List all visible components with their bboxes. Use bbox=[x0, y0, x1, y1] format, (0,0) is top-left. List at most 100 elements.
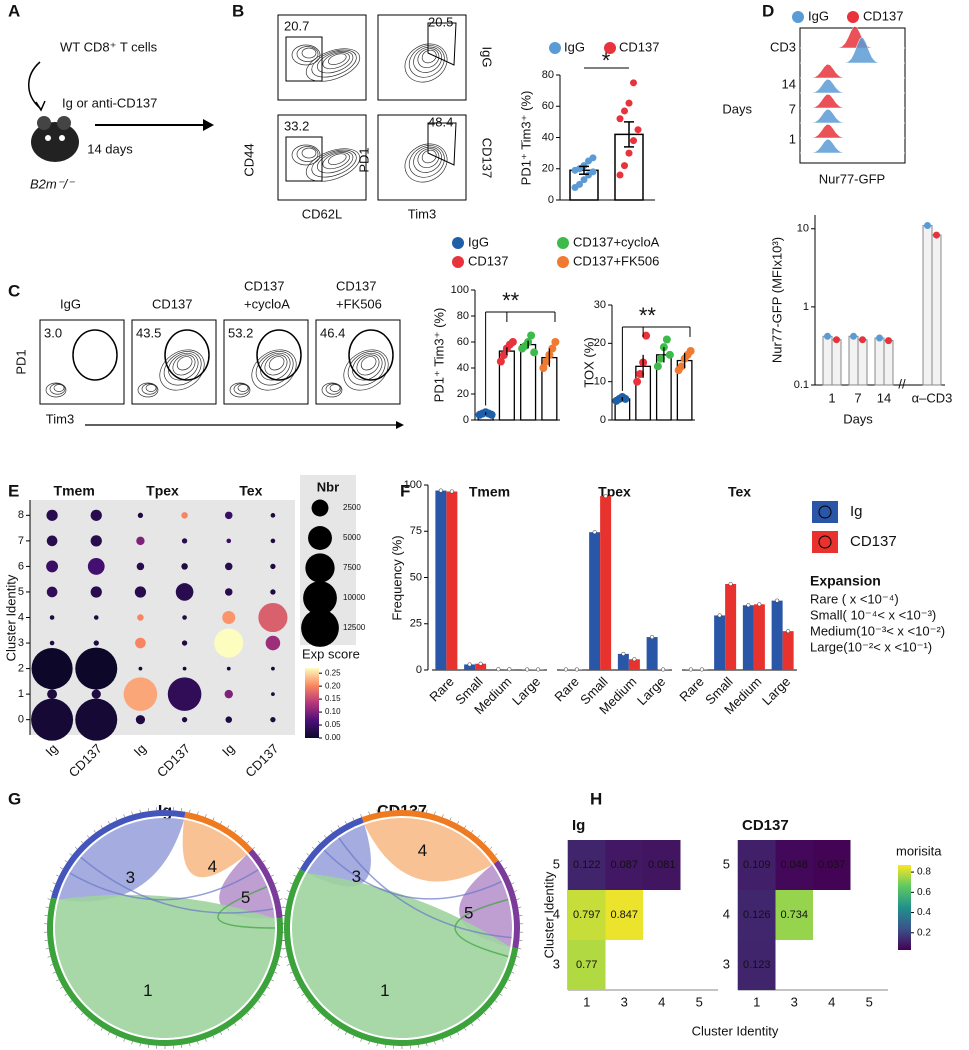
contour bbox=[311, 149, 357, 178]
gate-value: 33.2 bbox=[284, 118, 309, 133]
ring-tick bbox=[434, 811, 436, 815]
contour bbox=[255, 351, 294, 386]
row-label: 7 bbox=[789, 101, 796, 116]
heatmap-cell bbox=[738, 890, 776, 940]
bar bbox=[883, 340, 894, 386]
point bbox=[650, 635, 655, 640]
point bbox=[688, 667, 693, 672]
legend-label: IgG bbox=[808, 8, 829, 23]
dot bbox=[123, 677, 158, 711]
size-key-label: 5000 bbox=[343, 533, 361, 542]
point bbox=[757, 602, 762, 607]
y-tick-label: 100 bbox=[404, 479, 422, 491]
histogram-ridge bbox=[799, 138, 905, 154]
gate-value: 20.5 bbox=[428, 14, 453, 29]
chord-ribbon bbox=[182, 819, 247, 878]
x-tick-label: Rare bbox=[426, 674, 457, 705]
chord-link bbox=[323, 849, 503, 900]
point bbox=[548, 344, 557, 353]
dot bbox=[181, 717, 188, 723]
ring-tick bbox=[107, 1032, 110, 1035]
legend-marker bbox=[557, 237, 569, 249]
ring-tick bbox=[352, 1035, 355, 1039]
contour bbox=[237, 384, 249, 392]
dot bbox=[135, 715, 146, 725]
point bbox=[539, 364, 548, 372]
ring-tick bbox=[49, 964, 53, 966]
point bbox=[449, 489, 454, 494]
sector-label: 1 bbox=[143, 981, 152, 1000]
axis-label: PD1 bbox=[356, 147, 371, 172]
ring-tick bbox=[93, 1023, 96, 1027]
ring-tick bbox=[49, 890, 53, 892]
ring-tick bbox=[306, 1000, 310, 1003]
colorbar-tick-label: 0.20 bbox=[325, 681, 341, 690]
point bbox=[686, 347, 695, 355]
ring-tick bbox=[330, 1023, 333, 1027]
bar bbox=[435, 490, 447, 670]
ring-tick bbox=[52, 882, 56, 885]
ring-tick bbox=[60, 867, 63, 870]
x-tick-label: Ig bbox=[219, 741, 237, 759]
ring-tick bbox=[289, 882, 293, 885]
arrowhead bbox=[203, 119, 214, 131]
gate bbox=[72, 329, 118, 381]
ring-tick bbox=[56, 979, 60, 982]
contour bbox=[421, 149, 437, 164]
dot bbox=[134, 586, 147, 598]
point bbox=[642, 331, 651, 340]
ring-tick bbox=[483, 840, 487, 844]
heatmap-cell bbox=[605, 890, 643, 940]
chord-ribbon bbox=[58, 818, 185, 902]
chord-link bbox=[80, 856, 274, 914]
dot bbox=[31, 698, 74, 741]
ring-tick bbox=[45, 906, 49, 908]
colorbar-tick-label: 0.8 bbox=[917, 867, 931, 878]
dot bbox=[270, 717, 276, 723]
axis-label: PD1 bbox=[13, 349, 28, 374]
point bbox=[699, 667, 704, 672]
size-key-label: 12500 bbox=[343, 623, 366, 632]
dot bbox=[167, 677, 202, 711]
point bbox=[933, 231, 940, 239]
bar bbox=[771, 600, 783, 670]
legend-label: CD137 bbox=[619, 39, 659, 54]
point bbox=[833, 336, 840, 344]
ring-tick bbox=[257, 1000, 261, 1003]
chord-sector bbox=[299, 817, 364, 872]
contour bbox=[356, 354, 380, 376]
histogram-ridge bbox=[799, 123, 905, 139]
ring-tick bbox=[282, 948, 286, 950]
chord-ribbon bbox=[55, 894, 275, 1038]
cell-value: 0.126 bbox=[743, 909, 771, 921]
ring-tick bbox=[317, 1012, 321, 1016]
contour bbox=[301, 47, 317, 59]
chord-ribbon bbox=[306, 824, 371, 887]
size-key-label: 10000 bbox=[343, 593, 366, 602]
y-tick-label: 3 bbox=[723, 956, 730, 971]
y-tick-label: 5 bbox=[18, 586, 24, 598]
contour bbox=[321, 382, 343, 398]
significance: ** bbox=[639, 303, 657, 328]
ring-tick bbox=[270, 979, 274, 982]
ring-tick bbox=[100, 825, 103, 829]
ring-tick bbox=[511, 882, 515, 885]
point bbox=[630, 79, 637, 87]
point bbox=[592, 530, 597, 535]
y-tick-label: 80 bbox=[457, 310, 469, 322]
histogram-ridge bbox=[800, 26, 905, 49]
point bbox=[876, 334, 883, 342]
chord-link bbox=[217, 886, 276, 929]
x-tick-label: 5 bbox=[866, 994, 873, 1009]
y-tick-label: 4 bbox=[18, 611, 24, 623]
legend-label: CD137 bbox=[863, 8, 903, 23]
cell-value: 0.123 bbox=[743, 959, 771, 971]
significance: ** bbox=[502, 288, 520, 313]
ring-tick bbox=[352, 817, 355, 821]
dot bbox=[49, 615, 55, 620]
y-tick-label: 0 bbox=[18, 714, 24, 726]
contour bbox=[45, 382, 67, 398]
y-axis-label: TOX (%) bbox=[581, 337, 596, 387]
chord-link bbox=[69, 869, 259, 901]
